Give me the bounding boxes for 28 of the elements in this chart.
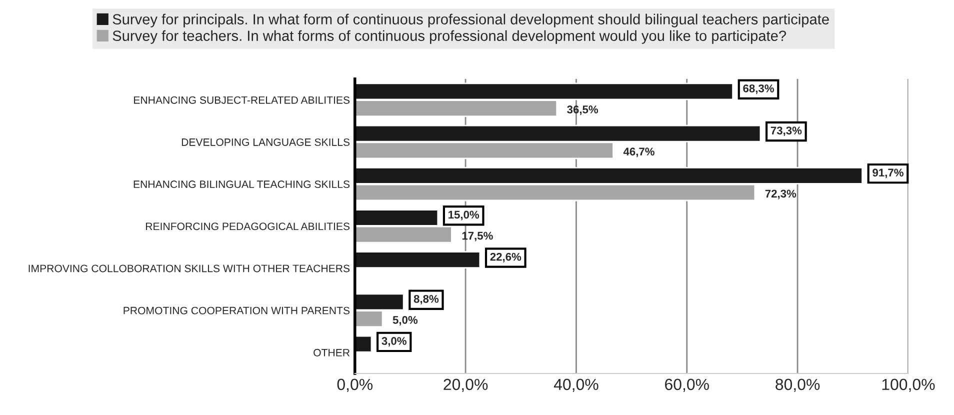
y-tick-label: DEVELOPING LANGUAGE SKILLS <box>182 138 350 146</box>
data-label: 17,5% <box>462 232 493 242</box>
data-label: 8,8% <box>414 294 439 304</box>
y-tick-label: PROMOTING COOPERATION WITH PARENTS <box>124 306 350 314</box>
y-tick-label: IMPROVING COLLOBORATION SKILLS WITH OTHER TEACHERS <box>28 264 350 272</box>
data-label: 36,5% <box>567 106 598 116</box>
data-label: 46,7% <box>623 148 654 158</box>
y-tick-label: OTHER <box>314 348 350 356</box>
y-tick-label: REINFORCING PEDAGOGICAL ABILITIES <box>146 222 350 230</box>
data-label: 91,7% <box>872 168 904 178</box>
x-tick-label: 100,0% <box>882 378 935 392</box>
data-label: 3,0% <box>382 337 406 347</box>
data-label: 72,3% <box>765 190 796 200</box>
data-label: 22,6% <box>490 252 522 262</box>
y-tick-label: ENHANCING BILINGUAL TEACHING SKILLS <box>134 180 350 188</box>
data-label: 5,0% <box>392 316 418 326</box>
x-tick-label: 80,0% <box>776 378 820 392</box>
x-tick-label: 0,0% <box>337 378 373 392</box>
bar <box>354 251 481 269</box>
x-tick-label: 60,0% <box>665 378 709 392</box>
data-label: 73,3% <box>770 126 802 136</box>
x-tick-label: 20,0% <box>444 378 488 392</box>
legend-label: Survey for teachers. In what forms of continuous professional development would you like to participate? <box>112 30 786 44</box>
y-tick-label: ENHANCING SUBJECT-RELATED ABILITIES <box>134 96 350 104</box>
data-label: 15,0% <box>448 210 480 220</box>
data-label: 68,3% <box>743 84 774 94</box>
x-tick-label: 40,0% <box>554 378 598 392</box>
legend-label: Survey for principals. In what form of continuous professional development should bilingual teachers participate <box>112 14 829 28</box>
